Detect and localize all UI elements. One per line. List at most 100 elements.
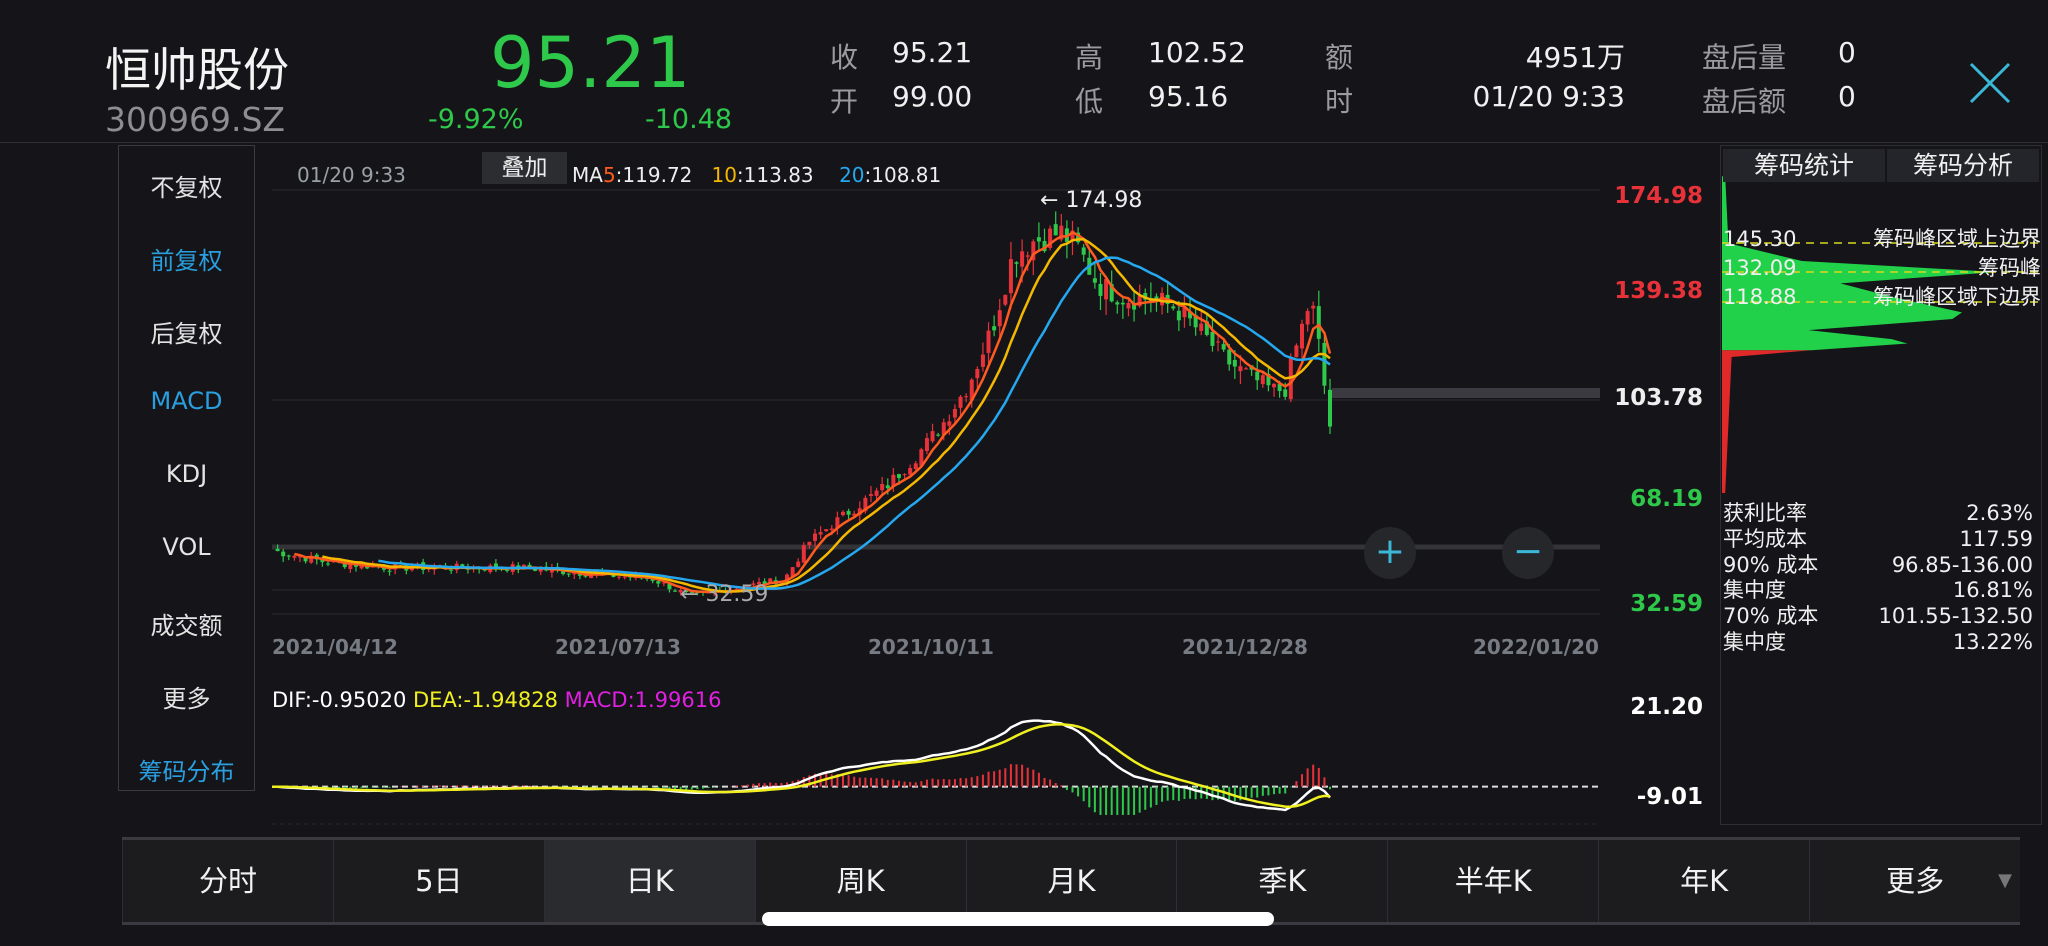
candle-body: [1020, 251, 1025, 267]
dif-line: [272, 719, 1331, 812]
stat-value: 0: [1838, 80, 1856, 113]
chip-level-label: 筹码峰: [1978, 256, 2041, 280]
change-percent: -9.92%: [428, 104, 524, 135]
sidebar-item[interactable]: 成交额: [150, 612, 223, 640]
candle-body: [812, 533, 817, 541]
stat-value: 95.21: [892, 36, 973, 69]
ma20-line: [378, 256, 1331, 590]
period-tab[interactable]: 季K: [1176, 840, 1387, 922]
candle-body: [320, 559, 325, 563]
candle-body: [1042, 241, 1047, 252]
candle-body: [275, 548, 280, 552]
candle-body: [1014, 262, 1019, 264]
chip-stat-row: 平均成本 117.59: [1723, 527, 2033, 551]
candle-body: [1294, 345, 1299, 358]
change-amount: -10.48: [645, 104, 733, 135]
chip-stat-row: 集中度 13.22%: [1723, 630, 2033, 654]
sidebar-item[interactable]: VOL: [162, 533, 211, 561]
period-tab[interactable]: 日K: [543, 840, 755, 922]
candle-body: [353, 564, 358, 567]
period-tab[interactable]: 半年K: [1387, 840, 1598, 922]
period-tab[interactable]: 年K: [1598, 840, 1809, 922]
y-label: 174.98: [1614, 183, 1703, 209]
zoom-out-button[interactable]: −: [1502, 527, 1554, 579]
candle-body: [1171, 306, 1176, 309]
ma-prefix: MA: [572, 163, 603, 187]
macd-y-top: 21.20: [1630, 694, 1703, 720]
period-tab[interactable]: 5日: [332, 840, 544, 922]
stat-label: 额: [1325, 41, 1354, 74]
date-label: 2022/01/20: [1473, 635, 1599, 659]
candle-body: [952, 408, 957, 418]
candle-body: [891, 474, 896, 487]
candle-body: [1120, 302, 1125, 305]
stat-label: 开: [830, 85, 859, 118]
low-marker-value: 32.59: [705, 582, 769, 607]
candle-body: [661, 582, 666, 584]
candle-body: [1076, 232, 1081, 243]
candle-body: [1059, 225, 1064, 240]
candle-body: [1008, 259, 1013, 294]
stat-value: 01/20 9:33: [1472, 80, 1625, 113]
candle-body: [975, 369, 980, 379]
chip-stat-value: 2.63%: [1966, 501, 2033, 525]
header-divider: [0, 142, 2048, 143]
candle-body: [387, 570, 392, 572]
overlay-button[interactable]: 叠加: [482, 152, 567, 184]
candle-body: [1132, 303, 1137, 310]
sidebar-item[interactable]: 筹码分布: [138, 758, 235, 786]
stat-label: 收: [830, 41, 859, 74]
candle-body: [930, 431, 935, 442]
stat-label: 盘后额: [1702, 85, 1787, 118]
chip-stat-label: 90% 成本: [1723, 553, 1819, 577]
candle-body: [667, 583, 672, 590]
sidebar-item[interactable]: KDJ: [165, 460, 208, 488]
candle-body: [678, 590, 683, 593]
tab-chip-stats[interactable]: 筹码统计: [1723, 149, 1885, 182]
candle-body: [1031, 241, 1036, 261]
candle-body: [572, 572, 577, 575]
ma20-value: :108.81: [864, 163, 942, 187]
candle-body: [656, 581, 661, 584]
candle-body: [785, 574, 790, 582]
sidebar-item[interactable]: MACD: [150, 387, 223, 415]
candle-body: [1221, 344, 1226, 350]
chip-stat-value: 117.59: [1959, 527, 2033, 551]
candle-body: [1227, 349, 1232, 365]
candle-body: [941, 422, 946, 435]
candle-body: [505, 570, 510, 572]
candle-body: [689, 592, 694, 594]
candle-body: [824, 529, 829, 532]
period-tab[interactable]: 更多 ▼: [1809, 840, 2020, 922]
home-indicator[interactable]: [762, 912, 1274, 926]
candle-body: [868, 494, 873, 496]
period-tab[interactable]: 周K: [754, 840, 966, 922]
stat-value: 102.52: [1148, 36, 1246, 69]
chip-level: 145.30 筹码峰区域上边界: [1723, 227, 2041, 251]
candle-body: [1199, 323, 1204, 331]
tab-chip-analysis[interactable]: 筹码分析: [1887, 149, 2039, 182]
chip-stat-value: 96.85-136.00: [1891, 553, 2033, 577]
period-tab[interactable]: 分时: [122, 840, 333, 922]
sidebar-item[interactable]: 后复权: [150, 320, 223, 348]
stat-label: 时: [1325, 85, 1354, 118]
sidebar-item[interactable]: 更多: [162, 685, 211, 713]
candle-body: [1137, 295, 1142, 307]
candle-body: [1104, 278, 1109, 300]
period-tab[interactable]: 月K: [965, 840, 1177, 922]
date-label: 2021/10/11: [868, 635, 994, 659]
sidebar-item[interactable]: 不复权: [150, 174, 223, 202]
candle-body: [1188, 311, 1193, 319]
crosshair-time: 01/20 9:33: [297, 163, 406, 187]
y-label: 32.59: [1630, 591, 1703, 617]
candle-body: [1210, 331, 1215, 346]
close-x-icon[interactable]: [1965, 58, 2015, 108]
candle-body: [1154, 296, 1159, 300]
sidebar-item[interactable]: 前复权: [150, 247, 223, 275]
candle-body: [857, 508, 862, 515]
stat-label: 盘后量: [1702, 41, 1787, 74]
dif-value: DIF:-0.95020: [272, 688, 407, 712]
zoom-in-button[interactable]: +: [1364, 527, 1416, 579]
candle-body: [303, 556, 308, 562]
